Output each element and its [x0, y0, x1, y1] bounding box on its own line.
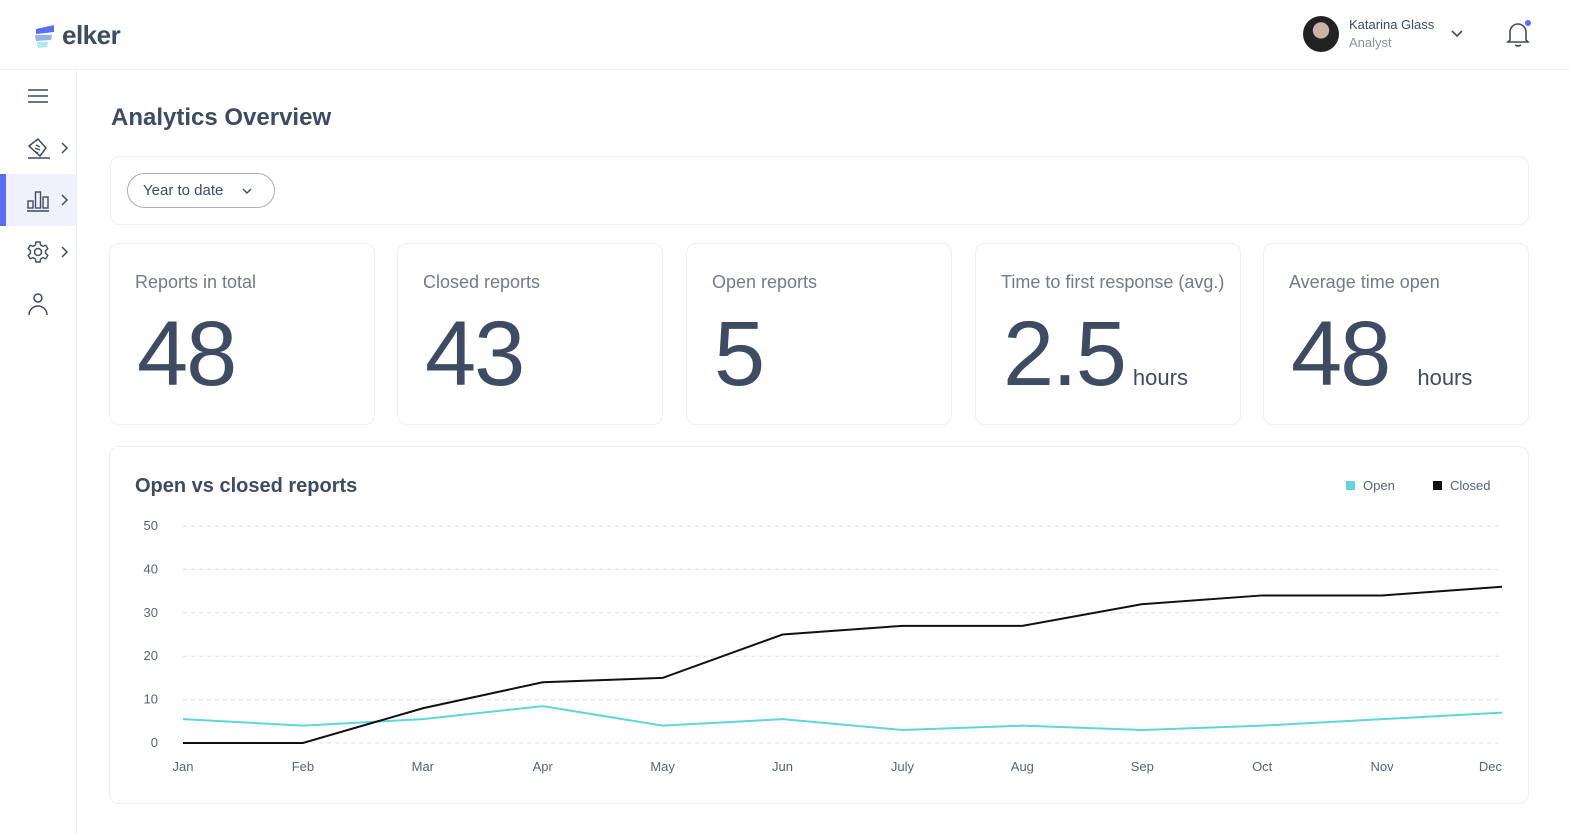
user-role: Analyst — [1349, 35, 1392, 50]
user-name: Katarina Glass — [1349, 17, 1435, 32]
date-range-dropdown[interactable]: Year to date — [127, 173, 275, 208]
notification-dot — [1525, 20, 1531, 26]
menu-icon — [28, 89, 48, 103]
legend-item-open[interactable]: Open — [1346, 478, 1395, 493]
chevron-down-icon — [242, 188, 252, 194]
date-range-value: Year to date — [143, 182, 224, 199]
sidebar-item-reports[interactable] — [0, 122, 76, 174]
stat-unit: hours — [1132, 365, 1188, 390]
stat-value: 2.5 hours — [1003, 303, 1188, 405]
legend-label: Closed — [1450, 478, 1491, 493]
sidebar — [0, 70, 77, 834]
stat-value: 43 — [425, 303, 525, 405]
filter-bar: Year to date — [110, 156, 1529, 225]
chevron-right-icon — [61, 142, 69, 154]
stat-card-closed-reports: Closed reports 43 — [397, 243, 663, 425]
page-title: Analytics Overview — [111, 104, 332, 131]
stat-value: 48 hours — [1291, 303, 1473, 405]
stat-value: 48 — [137, 303, 237, 405]
stat-label: Time to first response (avg.) — [1001, 272, 1225, 292]
settings-icon — [27, 241, 49, 263]
legend-swatch — [1433, 481, 1442, 490]
brand-name: elker — [62, 20, 121, 50]
legend-swatch — [1346, 481, 1355, 490]
top-bar: elker Katarina Glass Analyst — [0, 0, 1570, 70]
chevron-down-icon[interactable] — [1450, 26, 1464, 40]
legend-item-closed[interactable]: Closed — [1433, 478, 1490, 493]
sidebar-item-settings[interactable] — [0, 226, 76, 278]
chevron-right-icon — [61, 246, 69, 258]
chart-title: Open vs closed reports — [135, 475, 358, 497]
analytics-icon — [27, 191, 49, 212]
user-menu[interactable]: Katarina Glass Analyst — [1303, 16, 1434, 52]
chevron-right-icon — [61, 194, 69, 206]
stat-card-average-time-open: Average time open 48 hours — [1263, 243, 1529, 425]
stat-label: Average time open — [1289, 272, 1440, 292]
logo[interactable]: elker — [34, 20, 121, 51]
stat-value: 5 — [714, 303, 765, 405]
stat-label: Reports in total — [135, 272, 257, 292]
stat-card-first-response: Time to first response (avg.) 2.5 hours — [975, 243, 1241, 425]
sidebar-item-profile[interactable] — [0, 278, 76, 330]
stat-card-open-reports: Open reports 5 — [686, 243, 952, 425]
user-icon — [28, 293, 48, 316]
stat-label: Open reports — [712, 272, 818, 292]
stat-label: Closed reports — [423, 272, 541, 292]
stat-card-reports-total: Reports in total 48 — [109, 243, 375, 425]
legend-label: Open — [1363, 478, 1395, 493]
elker-logo-icon — [35, 24, 54, 48]
sidebar-menu-toggle[interactable] — [0, 70, 76, 122]
bell-icon[interactable] — [1506, 20, 1530, 48]
stat-unit: hours — [1417, 365, 1473, 390]
reports-icon — [27, 137, 50, 159]
sidebar-item-analytics[interactable] — [0, 174, 76, 226]
chart-card: Open vs closed reports Open Closed — [109, 446, 1529, 804]
avatar[interactable] — [1303, 16, 1339, 52]
